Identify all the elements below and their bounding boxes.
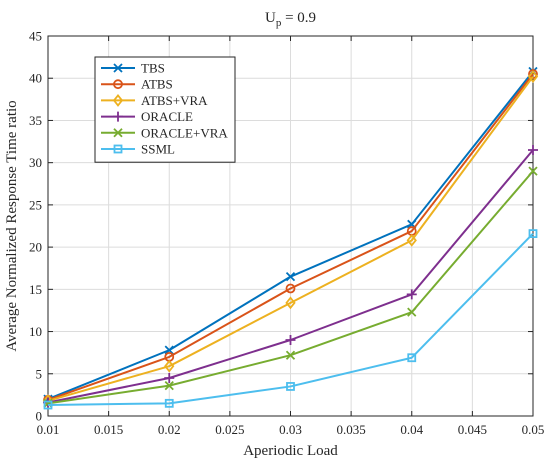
- data-point: [285, 272, 296, 282]
- legend-marker: [112, 93, 124, 107]
- data-point: [406, 233, 417, 247]
- legend-label: ATBS: [141, 77, 173, 92]
- y-tick-label: 0: [36, 409, 43, 424]
- legend-label: ATBS+VRA: [141, 93, 208, 108]
- legend-item: ATBS: [101, 77, 173, 92]
- data-point: [285, 335, 296, 345]
- axis-ticks: 0.01 0.015 0.02 0.025 0.03 0.035 0.04 0.045 0.05…: [29, 29, 544, 438]
- legend-marker: [113, 144, 123, 154]
- chart-title-suffix: = 0.9: [281, 10, 316, 26]
- series-line: [47, 73, 534, 401]
- legend-label: TBS: [141, 61, 165, 76]
- x-tick-label: 0.05: [522, 422, 545, 437]
- series-line: [47, 232, 534, 407]
- data-point: [164, 373, 175, 383]
- legend-item: SSML: [101, 142, 175, 157]
- y-tick-label: 40: [29, 71, 42, 86]
- series-ssml: [43, 229, 538, 410]
- legend-item: ORACLE: [101, 109, 193, 124]
- data-point: [406, 289, 417, 300]
- series-oracle: [43, 145, 538, 408]
- legend-marker: [113, 63, 123, 73]
- y-tick-label: 25: [29, 197, 42, 212]
- data-point: [285, 283, 296, 294]
- series-atbs-vra: [42, 70, 539, 408]
- y-tick-label: 35: [29, 113, 42, 128]
- series-line: [47, 75, 534, 402]
- y-tick-label: 15: [29, 282, 42, 297]
- chart-title: Up = 0.9: [265, 10, 316, 29]
- series-oracle-vra: [43, 166, 538, 408]
- y-tick-label: 30: [29, 155, 42, 170]
- data-point: [407, 353, 417, 363]
- x-axis-label: Aperiodic Load: [243, 443, 338, 459]
- data-point: [164, 398, 174, 408]
- data-point: [164, 380, 174, 391]
- series-group: [42, 66, 539, 410]
- y-tick-label: 10: [29, 324, 42, 339]
- data-point: [286, 382, 295, 391]
- legend-label: ORACLE+VRA: [141, 125, 228, 140]
- legend-marker: [113, 111, 123, 122]
- legend-item: TBS: [101, 61, 165, 76]
- x-tick-label: 0.045: [458, 422, 487, 437]
- legend-label: SSML: [141, 142, 175, 157]
- x-tick-label: 0.025: [215, 422, 244, 437]
- x-tick-label: 0.015: [94, 422, 123, 437]
- legend-item: ORACLE+VRA: [101, 125, 228, 140]
- data-point: [164, 359, 175, 373]
- y-tick-label: 45: [29, 29, 42, 44]
- y-tick-label: 5: [36, 366, 43, 381]
- y-axis-label: Average Normalized Response Time ratio: [4, 100, 20, 351]
- chart-title-main: U: [265, 10, 276, 26]
- data-point: [43, 400, 53, 410]
- data-point: [528, 166, 538, 176]
- x-tick-label: 0.035: [337, 422, 366, 437]
- legend-label: ORACLE: [141, 109, 193, 124]
- data-point: [527, 70, 539, 83]
- data-point: [407, 307, 417, 317]
- data-point: [528, 145, 538, 155]
- x-tick-label: 0.02: [158, 422, 181, 437]
- data-point: [285, 296, 296, 310]
- data-point: [528, 229, 538, 239]
- legend-marker: [113, 79, 123, 90]
- data-point: [285, 350, 296, 360]
- chart-title-subscript: p: [276, 17, 282, 29]
- legend-item: ATBS+VRA: [101, 93, 208, 108]
- y-tick-label: 20: [29, 240, 42, 255]
- x-tick-label: 0.01: [37, 422, 60, 437]
- legend-marker: [113, 128, 123, 138]
- x-tick-label: 0.04: [400, 422, 423, 437]
- x-tick-label: 0.03: [279, 422, 302, 437]
